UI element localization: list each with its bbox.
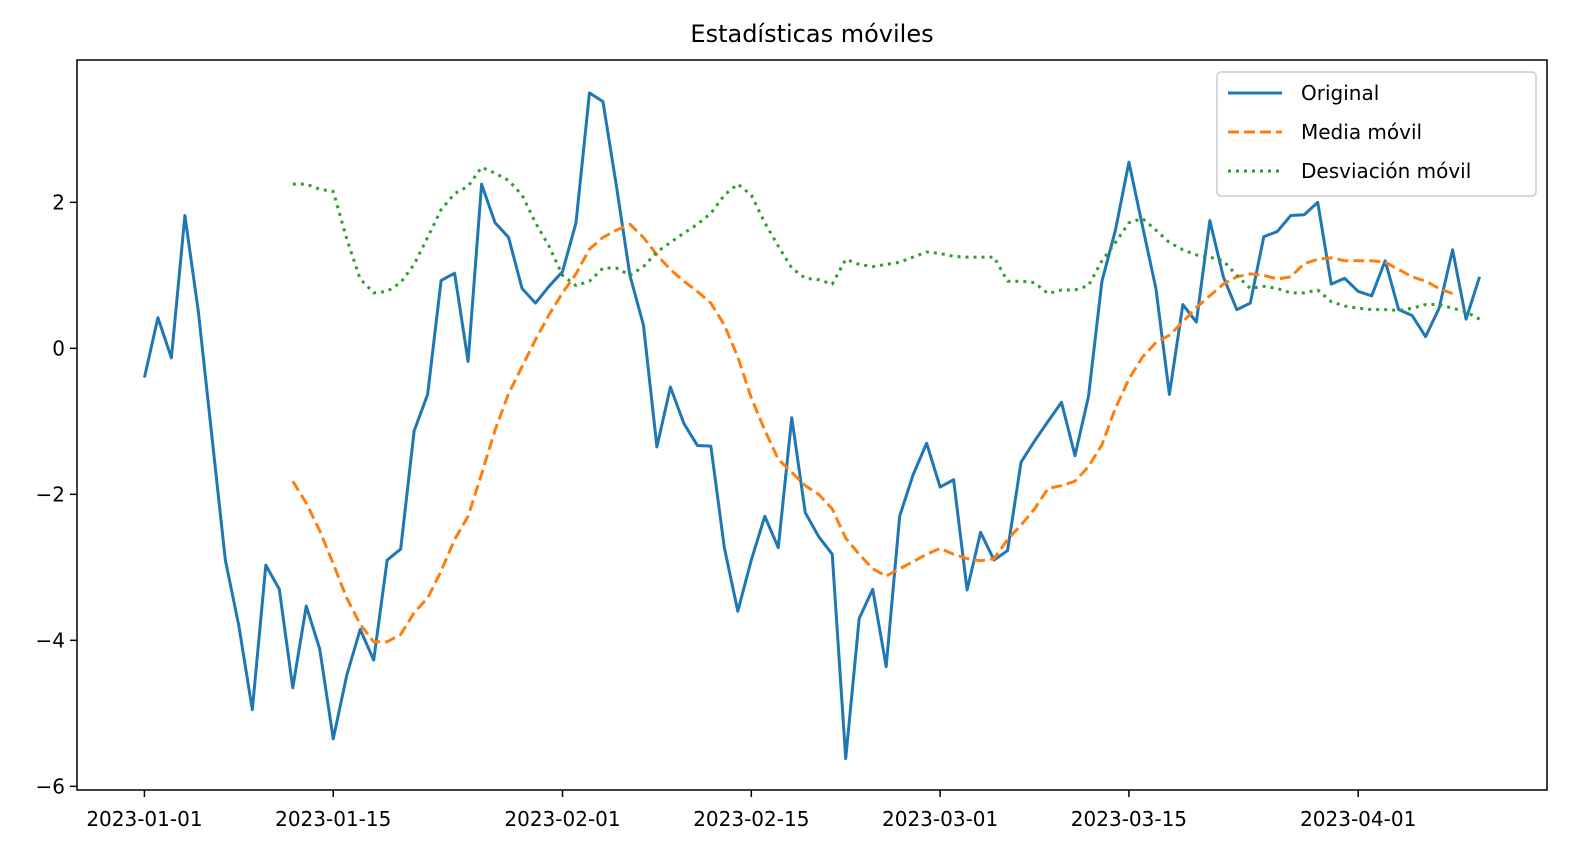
series-line-media-movil: [291, 222, 1454, 644]
series-line-original: [142, 91, 1481, 761]
legend-label-original: Original: [1301, 81, 1379, 105]
legend-label-media-movil: Media móvil: [1301, 120, 1422, 144]
x-tick-label: 2023-02-01: [504, 807, 620, 831]
x-tick-label: 2023-04-01: [1300, 807, 1416, 831]
x-tick-label: 2023-01-01: [86, 807, 202, 831]
y-tick-label: −2: [36, 482, 65, 506]
y-tick-label: −6: [36, 774, 65, 798]
x-tick-label: 2023-02-15: [693, 807, 809, 831]
series-layer: [142, 91, 1481, 761]
y-tick-label: −4: [36, 628, 65, 652]
legend: Original Media móvil Desviación móvil: [1216, 71, 1537, 197]
x-tick-label: 2023-01-15: [275, 807, 391, 831]
y-tick-label: 0: [52, 336, 65, 360]
x-axis: 2023-01-01 2023-01-15 2023-02-01 2023-02-15…: [86, 790, 1416, 831]
y-axis: −6 −4 −2 0 2: [36, 190, 77, 798]
legend-box: [1216, 71, 1537, 197]
x-tick-label: 2023-03-15: [1071, 807, 1187, 831]
chart-title: Estadísticas móviles: [690, 20, 933, 48]
legend-label-desviacion-movil: Desviación móvil: [1301, 159, 1471, 183]
y-tick-label: 2: [52, 190, 65, 214]
plot-frame: [76, 59, 1548, 791]
x-tick-label: 2023-03-01: [882, 807, 998, 831]
